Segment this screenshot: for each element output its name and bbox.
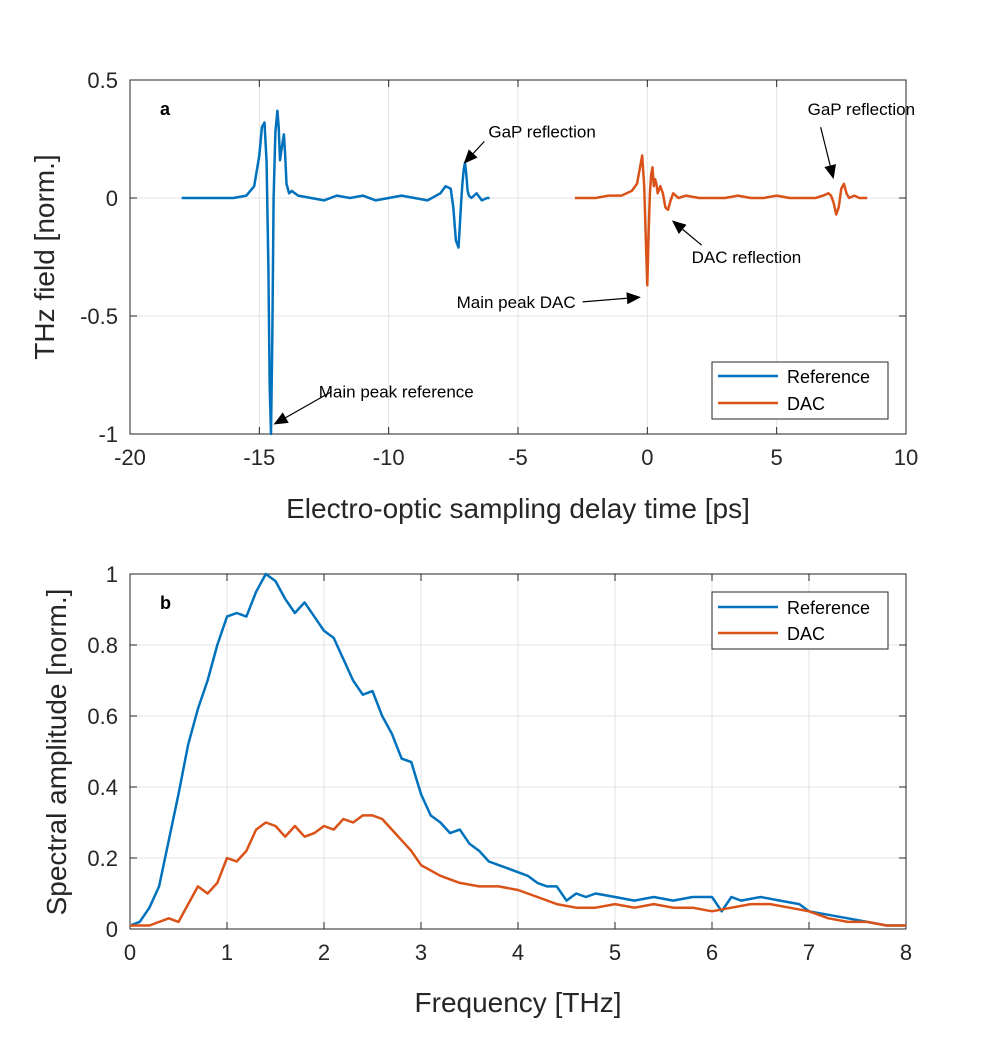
series-b bbox=[129, 572, 906, 927]
x-tick-label-b-3: 3 bbox=[415, 940, 427, 965]
series-line-b-dac bbox=[130, 814, 906, 927]
xlabel-a: Electro-optic sampling delay time [ps] bbox=[286, 493, 750, 524]
x-tick-label-b-8: 8 bbox=[900, 940, 912, 965]
y-tick-label-a-3: 0.5 bbox=[87, 68, 118, 93]
x-tick-label-a-3: -5 bbox=[508, 445, 528, 470]
y-tick-label-b-0: 0 bbox=[106, 917, 118, 942]
panel-label-a: a bbox=[160, 99, 171, 119]
series-line-a-reference bbox=[181, 109, 490, 436]
annotation-arrow-head-4 bbox=[273, 412, 289, 425]
legend-a-box bbox=[711, 361, 889, 420]
annotation-label-3: Main peak DAC bbox=[457, 293, 576, 312]
y-tick-label-a-1: -0.5 bbox=[80, 304, 118, 329]
x-tick-label-a-6: 10 bbox=[894, 445, 918, 470]
y-tick-label-a-2: 0 bbox=[106, 186, 118, 211]
ylabel-a: THz field [norm.] bbox=[29, 154, 60, 359]
ticks-b: 0 1 2 3 4 5 6 7 8 0 0.2 0.4 0.6 0.8 1 bbox=[87, 562, 912, 965]
x-tick-label-b-0: 0 bbox=[124, 940, 136, 965]
x-tick-label-b-4: 4 bbox=[512, 940, 524, 965]
annotation-arrow-line-4 bbox=[285, 390, 333, 419]
legend-b: Reference DAC bbox=[711, 591, 889, 650]
y-tick-label-b-3: 0.6 bbox=[87, 704, 118, 729]
legend-a-label-dac: DAC bbox=[787, 394, 825, 414]
annotation-arrow-line-3 bbox=[582, 297, 627, 303]
legend-b-box bbox=[711, 591, 889, 650]
xlabel-b: Frequency [THz] bbox=[415, 987, 622, 1018]
y-tick-label-b-4: 0.8 bbox=[87, 633, 118, 658]
x-tick-label-b-2: 2 bbox=[318, 940, 330, 965]
x-tick-label-b-1: 1 bbox=[221, 940, 233, 965]
x-tick-label-a-5: 5 bbox=[771, 445, 783, 470]
legend-a: Reference DAC bbox=[711, 361, 889, 420]
annotations-a: GaP reflection GaP reflection DAC reflecti… bbox=[273, 100, 915, 425]
panel-a-plot: -20 -15 -10 -5 0 5 10 -1 -0.5 0 0.5 GaP reflection… bbox=[29, 68, 918, 524]
annotation-arrow-head-3 bbox=[626, 292, 641, 305]
ticks-a: -20 -15 -10 -5 0 5 10 -1 -0.5 0 0.5 bbox=[80, 68, 918, 470]
x-tick-label-b-6: 6 bbox=[706, 940, 718, 965]
annotation-arrow-line-2 bbox=[682, 228, 703, 246]
legend-a-label-reference: Reference bbox=[787, 367, 870, 387]
panel-b-plot: 0 1 2 3 4 5 6 7 800.20.40.60.81 b Reference DAC … bbox=[41, 562, 912, 1018]
annotation-label-1: GaP reflection bbox=[808, 100, 915, 119]
annotation-label-0: GaP reflection bbox=[488, 122, 595, 141]
annotation-arrow-line-1 bbox=[820, 127, 831, 166]
ylabel-b: Spectral amplitude [norm.] bbox=[41, 589, 72, 916]
panel-label-b: b bbox=[160, 593, 171, 613]
y-tick-label-b-1: 0.2 bbox=[87, 846, 118, 871]
y-tick-label-b-2: 0.4 bbox=[87, 775, 118, 800]
y-tick-label-a-0: -1 bbox=[98, 422, 118, 447]
y-tick-label-b-5: 1 bbox=[106, 562, 118, 587]
legend-b-label-dac: DAC bbox=[787, 624, 825, 644]
series-line-b-reference bbox=[129, 572, 906, 927]
x-tick-label-a-0: -20 bbox=[114, 445, 146, 470]
x-tick-label-b-5: 5 bbox=[609, 940, 621, 965]
x-tick-label-a-4: 0 bbox=[641, 445, 653, 470]
x-tick-label-a-2: -10 bbox=[373, 445, 405, 470]
annotation-arrow-head-2 bbox=[671, 220, 687, 234]
x-tick-label-a-1: -15 bbox=[243, 445, 275, 470]
legend-b-label-reference: Reference bbox=[787, 598, 870, 618]
annotation-arrow-head-0 bbox=[463, 149, 478, 164]
annotation-arrow-line-0 bbox=[472, 140, 485, 154]
series-line-a-dac bbox=[574, 154, 868, 287]
x-tick-label-b-7: 7 bbox=[803, 940, 815, 965]
annotation-label-4: Main peak reference bbox=[319, 383, 474, 402]
annotation-arrow-head-1 bbox=[824, 164, 837, 180]
series-a bbox=[181, 109, 868, 436]
annotation-label-2: DAC reflection bbox=[692, 248, 802, 267]
